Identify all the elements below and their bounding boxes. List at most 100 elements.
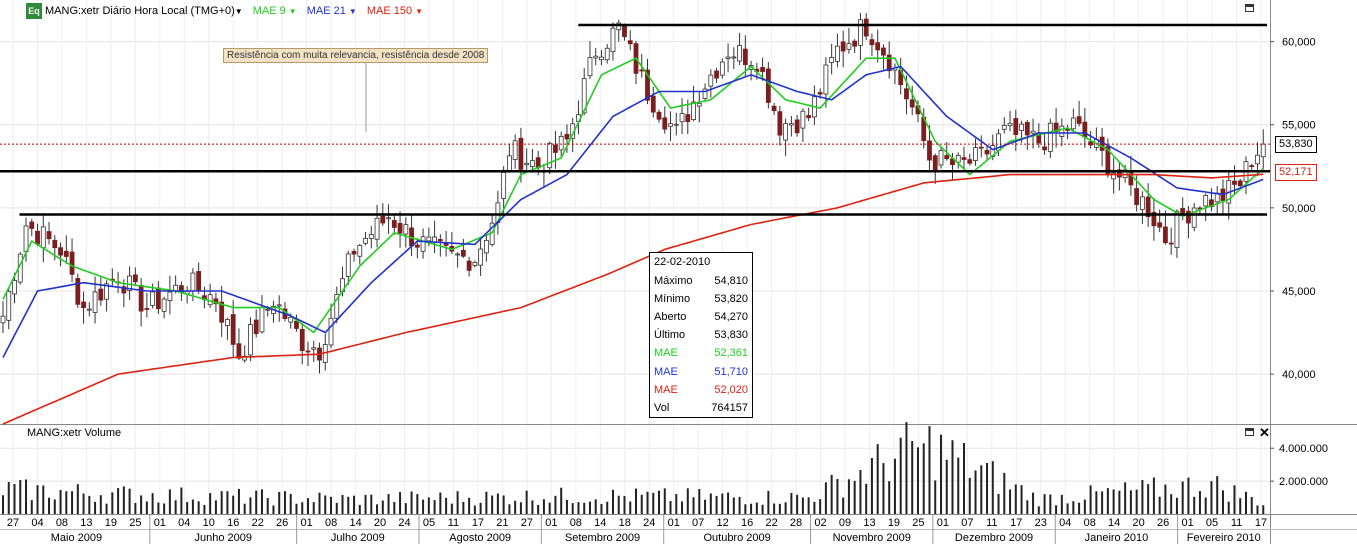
volume-bar [36,485,39,514]
candle-down [1186,210,1191,224]
maximize-volume-panel-icon[interactable] [1245,428,1254,436]
candle-up [104,283,109,300]
candle [886,41,892,79]
candle-up [207,294,213,306]
candle-up [673,123,679,126]
maximize-price-panel-icon[interactable] [1245,4,1254,12]
candle-down [1168,242,1174,245]
day-label: 22 [765,517,777,529]
candle [685,99,691,135]
volume-bar [1124,482,1127,514]
volume-bar [456,491,459,514]
candle-up [725,56,731,59]
volume-bar [145,501,148,514]
volume-bar [1118,490,1121,514]
candle [386,204,391,234]
volume-bar [571,503,574,514]
candle-down [132,274,138,283]
volume-bar [249,497,252,514]
candle-down [639,69,645,72]
volume-bar [59,489,62,514]
candle [1053,107,1059,148]
candle-up [426,236,432,242]
volume-bar [410,491,413,514]
volume-bar [882,463,885,514]
candle [1001,117,1007,134]
candle-down [294,320,299,329]
volume-bar [260,489,263,514]
candle-up [1122,169,1128,178]
volume-bar [422,499,425,514]
candle-up [403,224,409,235]
volume-bar [1003,472,1006,514]
tooltip-value: 54,810 [714,275,748,288]
candle-down [58,247,63,256]
volume-bar [744,504,747,514]
volume-bar [134,502,137,514]
indicator-mae-21[interactable]: MAE 21 ▼ [306,5,357,17]
volume-bar [1129,490,1132,514]
candle [1116,162,1122,191]
candle-up [691,101,696,121]
candle-down [875,42,881,51]
candle-up [783,123,789,141]
volume-bar [899,437,902,514]
day-label: 24 [643,517,655,529]
volume-bar [1158,496,1161,514]
candle [984,144,990,162]
candle [1249,163,1255,171]
tooltip-row: Último 53,830 [650,326,752,344]
volume-bar [76,484,79,514]
volume-bar [606,501,609,514]
candle-up [150,291,156,306]
volume-bar [1095,491,1098,514]
volume-bar [997,493,1000,514]
candle [852,39,858,53]
candle-down [299,328,305,351]
candle [616,19,622,42]
tooltip-label: Mínimo [654,293,691,306]
volume-bar [1187,477,1190,514]
candle [881,44,886,70]
instrument-title[interactable]: MANG:xetr Diário Hora Local (TMG+0)▼ [45,5,243,17]
candle [29,218,35,237]
candle [1174,209,1180,258]
candle-down [1076,116,1082,124]
close-volume-panel-icon[interactable]: ✕ [1259,425,1270,440]
candle-up [512,140,518,160]
candle [1151,197,1157,241]
day-label: 07 [961,517,973,529]
candle-up [524,162,530,166]
volume-bar [801,497,804,514]
tooltip-row: Mínimo 53,820 [650,290,752,308]
candle-up [696,102,702,107]
price-tick-label: 60,000 [1282,37,1316,49]
day-label: 27 [521,517,533,529]
volume-bar [191,499,194,514]
candle-down [230,314,236,345]
candle-down [1116,169,1122,178]
volume-bar [842,497,845,514]
indicator-mae-150[interactable]: MAE 150 ▼ [366,5,424,17]
day-label: 17 [1255,517,1267,529]
candle [466,256,472,277]
volume-bar [312,502,315,514]
price-tick-label: 55,000 [1282,120,1316,132]
candle [725,43,731,73]
candle [645,58,650,105]
candle [299,323,305,365]
candle-down [927,140,932,161]
volume-bar [1262,505,1265,514]
candle-up [1255,154,1260,165]
candle [363,231,368,246]
volume-bar [341,494,344,514]
resistance-annotation[interactable]: Resistência com muita relevancia, resist… [223,48,489,63]
indicator-mae-9[interactable]: MAE 9 ▼ [252,5,297,17]
candle-up [1191,207,1197,228]
candle [420,228,426,259]
volume-bar [255,490,258,514]
volume-bar [105,503,108,514]
volume-bar [847,479,850,514]
candle-down [944,155,950,160]
